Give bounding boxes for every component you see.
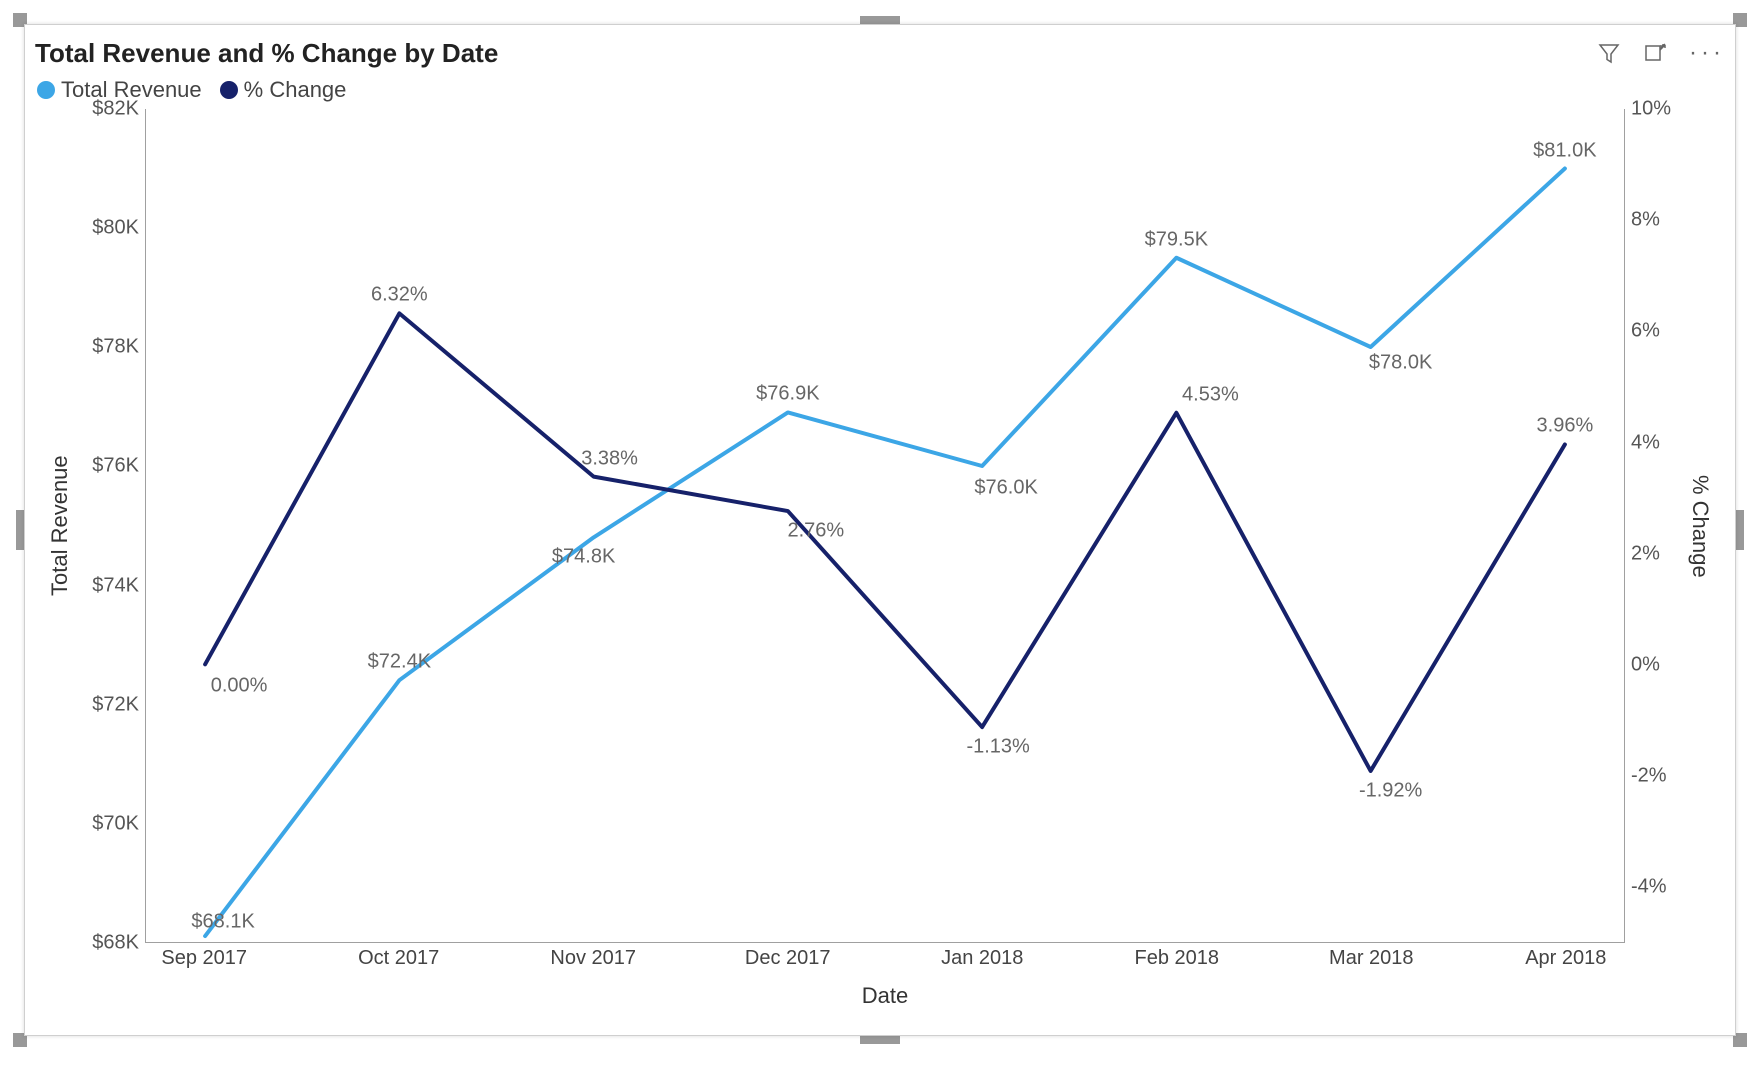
- data-label: $72.4K: [368, 651, 431, 674]
- resize-handle-bm[interactable]: [860, 1036, 900, 1044]
- data-label: 6.32%: [371, 284, 428, 307]
- y-axis-right-title: % Change: [1675, 109, 1725, 943]
- data-label: 2.76%: [788, 520, 845, 543]
- data-label: $78.0K: [1369, 352, 1432, 375]
- x-tick-label: Feb 2018: [1135, 947, 1220, 970]
- x-tick-label: Jan 2018: [941, 947, 1023, 970]
- y-tick-label: 10%: [1631, 98, 1671, 121]
- legend-label: % Change: [244, 77, 347, 103]
- x-axis-title: Date: [145, 983, 1625, 1023]
- data-label: 0.00%: [211, 675, 268, 698]
- chart-legend: Total Revenue % Change: [35, 73, 1725, 109]
- plot-area: Total Revenue $68K $70K $72K $74K $76K $78K $8…: [35, 109, 1725, 1023]
- y-tick-label: 6%: [1631, 320, 1660, 343]
- data-label: $81.0K: [1533, 139, 1596, 162]
- chart-title: Total Revenue and % Change by Date: [35, 38, 498, 69]
- data-label: 3.96%: [1537, 415, 1594, 438]
- data-label: -1.92%: [1359, 779, 1422, 802]
- data-label: $74.8K: [552, 546, 615, 569]
- legend-marker-icon: [37, 81, 55, 99]
- x-tick-label: Mar 2018: [1329, 947, 1414, 970]
- data-label: -1.13%: [966, 736, 1029, 759]
- x-tick-label: Sep 2017: [161, 947, 247, 970]
- y-tick-label: 8%: [1631, 209, 1660, 232]
- y-tick-label: $80K: [92, 217, 139, 240]
- data-label: $76.9K: [756, 383, 819, 406]
- y-tick-label: 4%: [1631, 431, 1660, 454]
- data-label: $76.0K: [974, 477, 1037, 500]
- data-label: 3.38%: [581, 447, 638, 470]
- y-tick-label: $68K: [92, 932, 139, 955]
- x-tick-label: Dec 2017: [745, 947, 831, 970]
- data-label: $68.1K: [191, 911, 254, 934]
- data-label: 4.53%: [1182, 383, 1239, 406]
- visual-container[interactable]: Total Revenue and % Change by Date: [20, 20, 1740, 1040]
- filter-icon[interactable]: [1597, 41, 1621, 65]
- y-tick-label: -4%: [1631, 876, 1667, 899]
- y-tick-label: 2%: [1631, 542, 1660, 565]
- x-tick-label: Oct 2017: [358, 947, 439, 970]
- y-tick-label: $82K: [92, 98, 139, 121]
- y-tick-label: $70K: [92, 812, 139, 835]
- chart-plot[interactable]: $68.1K $72.4K $74.8K $76.9K $76.0K $79.5K $78.…: [145, 109, 1625, 943]
- chart-header: Total Revenue and % Change by Date: [35, 33, 1725, 73]
- y-tick-label: $72K: [92, 693, 139, 716]
- focus-mode-icon[interactable]: [1643, 41, 1667, 65]
- x-tick-label: Apr 2018: [1525, 947, 1606, 970]
- resize-handle-mr[interactable]: [1736, 510, 1744, 550]
- y-tick-label: $74K: [92, 574, 139, 597]
- chart-toolbar: ···: [1597, 41, 1725, 65]
- y-axis-left-title: Total Revenue: [35, 109, 85, 943]
- more-options-icon[interactable]: ···: [1689, 41, 1725, 65]
- y-axis-right-labels: -4%-2%0%2%4%6%8%10%: [1625, 109, 1675, 943]
- resize-handle-tm[interactable]: [860, 16, 900, 24]
- y-tick-label: $78K: [92, 336, 139, 359]
- x-tick-label: Nov 2017: [550, 947, 636, 970]
- x-axis-labels: Sep 2017 Oct 2017 Nov 2017 Dec 2017 Jan 2018…: [145, 943, 1625, 983]
- data-label: $79.5K: [1145, 228, 1208, 251]
- y-tick-label: 0%: [1631, 653, 1660, 676]
- y-tick-label: $76K: [92, 455, 139, 478]
- legend-marker-icon: [220, 81, 238, 99]
- resize-handle-ml[interactable]: [16, 510, 24, 550]
- legend-item-change[interactable]: % Change: [220, 77, 347, 103]
- chart-card: Total Revenue and % Change by Date: [24, 24, 1736, 1036]
- y-axis-left-labels: $68K$70K$72K$74K$76K$78K$80K$82K: [85, 109, 145, 943]
- series-line[interactable]: [205, 313, 1565, 771]
- y-tick-label: -2%: [1631, 765, 1667, 788]
